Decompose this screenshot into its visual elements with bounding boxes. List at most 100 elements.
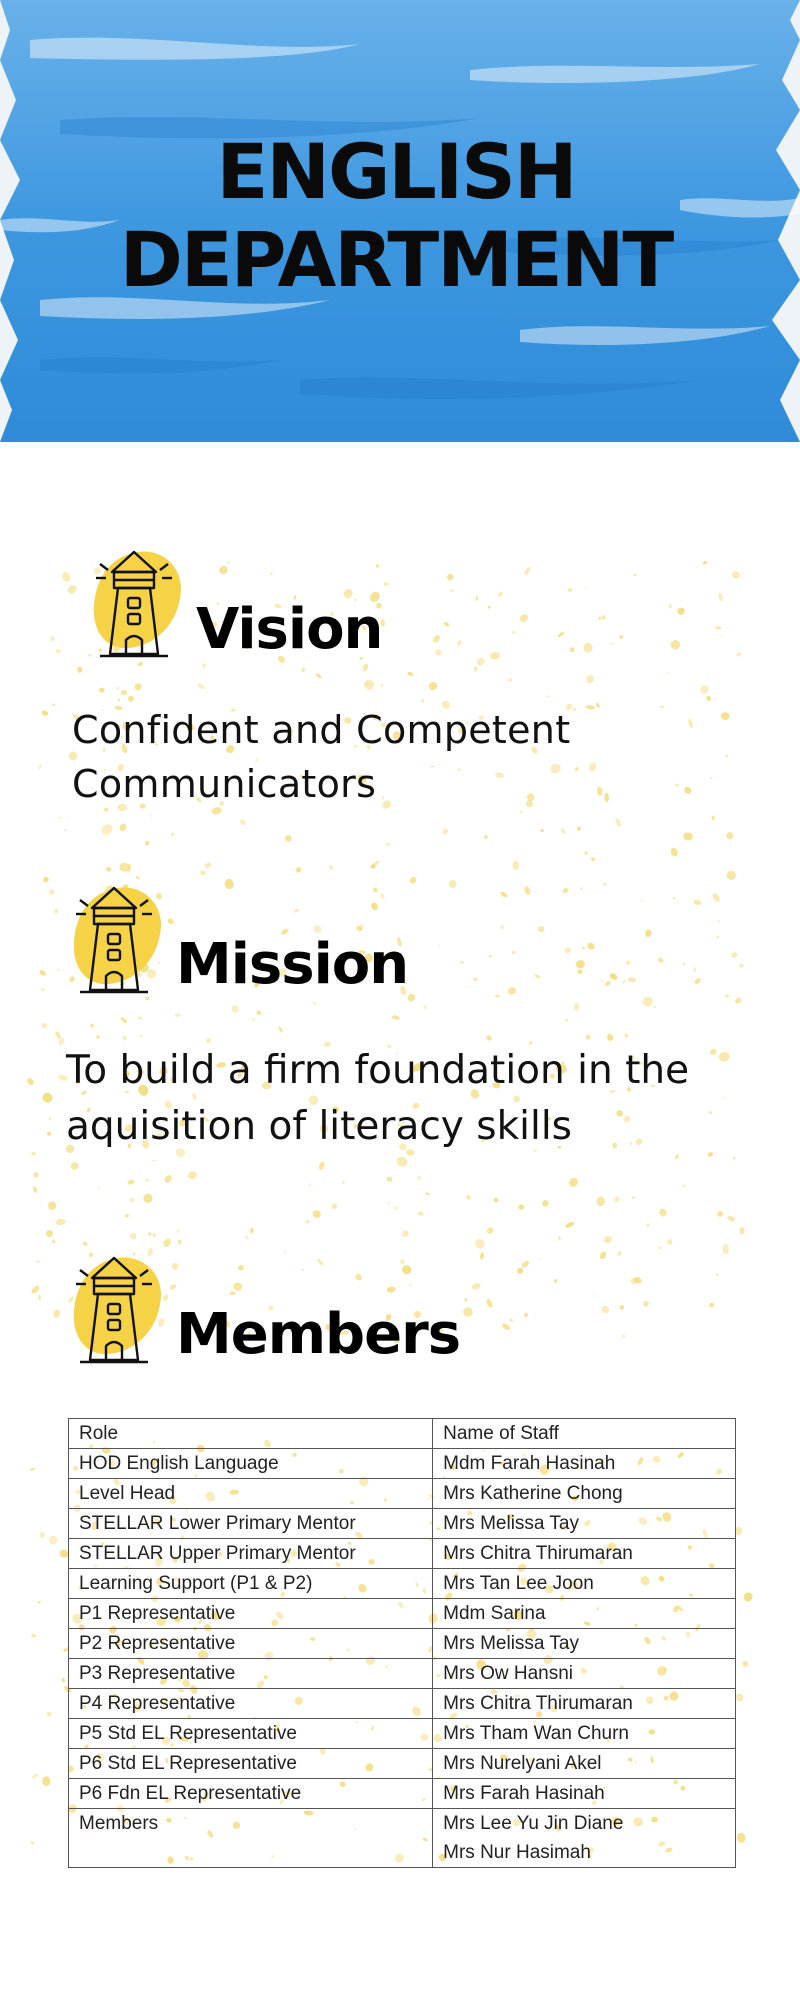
paint-speckle xyxy=(153,1159,156,1161)
paint-speckle xyxy=(42,1776,51,1787)
paint-speckle xyxy=(502,1323,510,1330)
paint-speckle xyxy=(714,625,722,630)
table-row: P6 Fdn EL Representative Mrs Farah Hasina… xyxy=(67,1778,736,1809)
paint-speckle xyxy=(169,1284,177,1290)
paint-speckle xyxy=(90,1023,94,1028)
paint-speckle xyxy=(658,957,664,963)
paint-speckle xyxy=(476,657,485,666)
table-row: P1 Representative Mdm Sarina xyxy=(67,1598,736,1629)
paint-speckle xyxy=(577,969,583,974)
paint-speckle xyxy=(32,1186,38,1193)
paint-speckle xyxy=(31,1633,36,1638)
paint-speckle xyxy=(682,1184,686,1188)
staff-name: Mrs Ow Hansni xyxy=(443,1663,573,1684)
paint-speckle xyxy=(312,1210,321,1218)
paint-speckle xyxy=(55,1031,61,1039)
paint-speckle xyxy=(417,1211,424,1216)
paint-speckle xyxy=(634,1276,642,1284)
paint-speckle xyxy=(315,673,322,679)
paint-speckle xyxy=(739,963,744,968)
paint-speckle xyxy=(622,1334,625,1338)
paint-speckle xyxy=(283,1251,286,1254)
paint-speckle xyxy=(187,1171,197,1180)
paint-speckle xyxy=(601,980,604,983)
staff-cell: Mrs Lee Yu Jin Diane Mrs Nur Hasimah xyxy=(432,1808,736,1868)
paint-speckle xyxy=(127,863,132,873)
paint-speckle xyxy=(371,902,378,911)
paint-speckle xyxy=(82,1241,88,1246)
paint-speckle xyxy=(567,588,573,592)
paint-speckle xyxy=(569,647,575,653)
paint-speckle xyxy=(364,679,374,690)
paint-speckle xyxy=(224,878,234,890)
paint-speckle xyxy=(537,926,545,932)
staff-cell: Mrs Tan Lee Joon xyxy=(432,1568,736,1599)
paint-speckle xyxy=(70,1162,79,1170)
table-row: Level Head Mrs Katherine Chong xyxy=(67,1478,736,1509)
paint-speckle xyxy=(356,925,363,932)
paint-speckle xyxy=(565,1222,575,1228)
staff-cell: Mrs Ow Hansni xyxy=(432,1658,736,1689)
paint-speckle xyxy=(99,687,105,693)
paint-speckle xyxy=(52,703,56,707)
paint-speckle xyxy=(342,1181,345,1184)
paint-speckle xyxy=(137,1016,143,1020)
paint-speckle xyxy=(77,666,83,673)
mission-line-1: To build a firm foundation in the xyxy=(66,1048,690,1093)
vision-statement: Confident and Competent Communicators xyxy=(72,703,692,811)
paint-speckle xyxy=(388,1201,390,1204)
paint-speckle xyxy=(604,980,612,987)
paint-speckle xyxy=(474,666,478,672)
table-header-role: Role xyxy=(67,1418,434,1449)
paint-speckle xyxy=(58,816,61,820)
paint-speckle xyxy=(517,1267,524,1274)
paint-speckle xyxy=(164,1175,172,1183)
staff-name: Mrs Melissa Tay xyxy=(443,1513,579,1534)
paint-speckle xyxy=(101,824,113,835)
staff-name: Mdm Farah Hasinah xyxy=(443,1453,616,1474)
members-table: Role Name of Staff HOD English Language M… xyxy=(67,1418,736,1868)
paint-speckle xyxy=(593,1294,595,1298)
staff-name: Mdm Sarina xyxy=(443,1603,546,1624)
paint-speckle xyxy=(577,826,581,831)
paint-speckle xyxy=(295,867,302,873)
paint-speckle xyxy=(375,564,380,568)
paint-speckle xyxy=(50,636,55,642)
table-row: P2 Representative Mrs Melissa Tay xyxy=(67,1628,736,1659)
paint-speckle xyxy=(400,1259,405,1265)
paint-speckle xyxy=(609,973,618,980)
paint-speckle xyxy=(38,763,42,770)
staff-name: Mrs Katherine Chong xyxy=(443,1483,623,1504)
paint-speckle xyxy=(457,640,462,646)
paint-speckle xyxy=(564,947,571,954)
paint-speckle xyxy=(682,962,686,966)
staff-name: Mrs Chitra Thirumaran xyxy=(443,1693,633,1714)
paint-speckle xyxy=(500,891,508,898)
paint-speckle xyxy=(586,675,594,684)
table-header-staff: Name of Staff xyxy=(432,1418,736,1449)
paint-speckle xyxy=(31,1152,36,1156)
paint-speckle xyxy=(106,867,111,872)
role-cell: STELLAR Lower Primary Mentor xyxy=(67,1508,434,1539)
paint-speckle xyxy=(653,1006,656,1009)
paint-speckle xyxy=(736,1832,746,1843)
paint-speckle xyxy=(587,942,595,950)
paint-speckle xyxy=(48,1535,58,1545)
table-header-row: Role Name of Staff xyxy=(67,1418,736,1449)
paint-speckle xyxy=(48,1201,57,1211)
paint-speckle xyxy=(599,1251,607,1260)
paint-speckle xyxy=(391,1015,400,1020)
paint-speckle xyxy=(386,842,390,847)
paint-speckle xyxy=(443,621,450,627)
paint-speckle xyxy=(147,1232,152,1236)
paint-speckle xyxy=(736,652,742,657)
role-cell: Level Head xyxy=(67,1478,434,1509)
paint-speckle xyxy=(473,977,478,982)
paint-speckle xyxy=(163,1238,171,1247)
paint-speckle xyxy=(49,889,55,895)
paint-speckle xyxy=(30,1841,35,1845)
paint-speckle xyxy=(29,1467,36,1471)
paint-speckle xyxy=(487,605,491,609)
paint-speckle xyxy=(720,712,730,721)
paint-speckle xyxy=(725,994,730,998)
